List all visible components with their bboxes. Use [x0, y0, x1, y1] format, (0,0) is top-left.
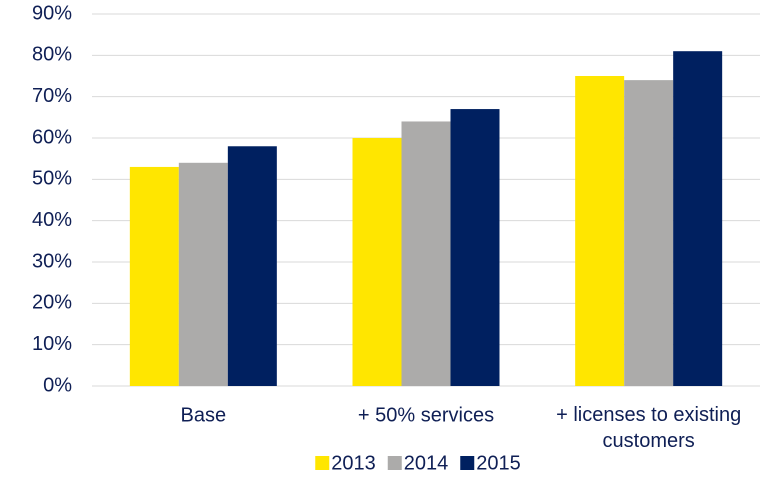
x-tick-label: + 50% services [358, 404, 494, 426]
legend-label: 2013 [331, 452, 376, 474]
bar [624, 80, 674, 386]
y-tick-label: 90% [32, 2, 72, 24]
legend-label: 2015 [476, 452, 521, 474]
bar [673, 51, 723, 386]
bar [227, 146, 277, 386]
y-tick-label: 10% [32, 333, 72, 355]
legend-label: 2014 [404, 452, 449, 474]
bar [352, 138, 402, 386]
y-tick-label: 60% [32, 126, 72, 148]
y-tick-label: 20% [32, 292, 72, 314]
x-tick-label-line: customers [603, 430, 695, 452]
bar [575, 76, 625, 386]
bar [450, 109, 500, 387]
legend-swatch [315, 456, 330, 470]
legend-swatch [460, 456, 475, 470]
bar [178, 162, 228, 386]
y-tick-label: 0% [43, 374, 72, 396]
legend-swatch [387, 456, 402, 470]
y-tick-label: 50% [32, 168, 72, 190]
y-tick-label: 70% [32, 85, 72, 107]
y-tick-label: 80% [32, 44, 72, 66]
x-tick-label: Base [181, 404, 227, 426]
x-tick-label-line: + licenses to existing [556, 404, 741, 426]
bar [129, 166, 179, 386]
y-tick-label: 40% [32, 209, 72, 231]
y-tick-label: 30% [32, 250, 72, 272]
bar [401, 121, 451, 386]
x-tick-label: + licenses to existing customers [556, 404, 741, 452]
legend: 2013 2014 2015 [315, 452, 521, 474]
